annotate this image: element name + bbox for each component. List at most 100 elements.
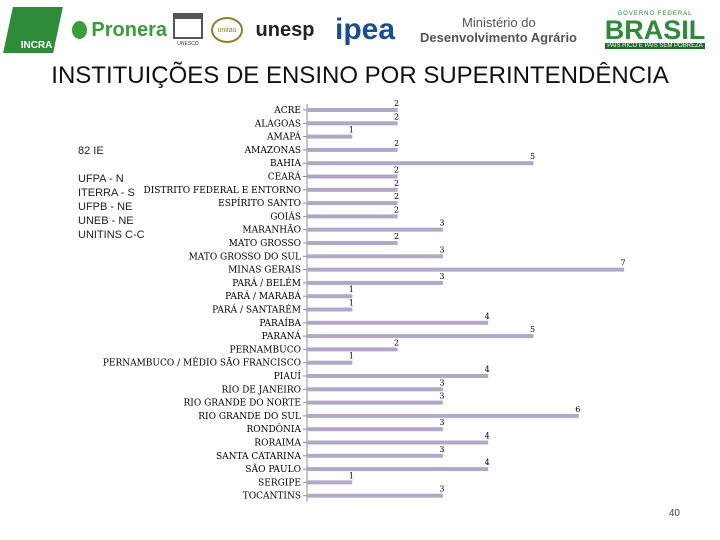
category-label: SERGIPE — [258, 478, 301, 488]
bar — [307, 241, 398, 245]
value-label: 2 — [394, 179, 399, 188]
bar — [307, 427, 443, 432]
bar — [307, 387, 443, 392]
category-label: MATO GROSSO — [229, 239, 301, 249]
value-label: 1 — [349, 352, 354, 361]
bar — [307, 214, 398, 219]
bar — [307, 174, 398, 179]
category-label: CEARÁ — [268, 171, 302, 183]
category-label: RONDÔNIA — [246, 423, 301, 435]
bar — [307, 480, 353, 485]
value-label: 3 — [439, 485, 444, 494]
category-label: BAHIA — [270, 159, 302, 169]
category-label: SANTA CATARINA — [216, 452, 302, 462]
mda-logo-line2: Desenvolvimento Agrário — [420, 30, 578, 45]
category-label: PARANÁ — [262, 330, 302, 342]
category-label: ACRE — [273, 106, 301, 116]
category-label: PARÁ / BELÉM — [232, 277, 301, 289]
value-label: 2 — [394, 232, 399, 241]
unesco-logo-text: UNESCO — [177, 41, 199, 47]
value-label: 4 — [485, 432, 490, 441]
bar — [307, 413, 579, 418]
pronera-mark-icon — [72, 21, 88, 39]
value-label: 2 — [394, 112, 399, 121]
pronera-logo-text: Pronera — [91, 18, 167, 41]
value-label: 3 — [439, 219, 444, 228]
value-label: 3 — [439, 272, 444, 281]
value-label: 2 — [394, 338, 399, 347]
value-label: 2 — [394, 205, 399, 214]
institution-count: 82 IE — [78, 145, 104, 157]
category-label: ESPÍRITO SANTO — [218, 197, 301, 209]
value-label: 3 — [439, 245, 444, 254]
ipea-logo: ipea — [322, 6, 408, 54]
logo-bar: INCRA Pronera UNESCO unitau unesp ipea M… — [0, 0, 720, 58]
bar — [307, 187, 398, 192]
value-label: 3 — [439, 392, 444, 401]
value-label: 2 — [394, 192, 399, 201]
institution-list-item: UNEB - NE — [78, 215, 134, 227]
category-label: RORAIMA — [254, 439, 301, 449]
category-label: AMAPÁ — [266, 131, 301, 143]
bar — [307, 294, 353, 299]
institution-list-item: UNITINS C-C — [78, 229, 145, 241]
ipea-logo-text: ipea — [334, 13, 396, 46]
bar — [307, 280, 443, 285]
category-label: GOIÁS — [270, 210, 301, 222]
bar — [307, 161, 534, 166]
category-label: ALAGOAS — [254, 119, 301, 129]
bar — [307, 374, 489, 378]
unitau-logo: unitau — [206, 6, 248, 54]
unesco-logo: UNESCO — [168, 6, 208, 54]
value-label: 5 — [530, 152, 535, 161]
value-label: 6 — [575, 405, 580, 414]
value-label: 2 — [394, 99, 399, 108]
value-label: 2 — [394, 139, 399, 148]
category-label: DISTRITO FEDERAL E ENTORNO — [143, 186, 301, 196]
category-label: RIO DE JANEIRO — [222, 385, 301, 395]
category-label: PARAÍBA — [259, 317, 301, 329]
governo-federal-text: GOVERNO FEDERAL — [617, 11, 693, 17]
category-label: PERNAMBUCO — [230, 345, 301, 355]
category-label: TOCANTINS — [243, 492, 301, 502]
value-label: 3 — [439, 445, 444, 454]
institution-list: UFPA - N ITERRA - S UFPB - NE UNEB - NE … — [78, 172, 145, 242]
governo-federal-logo: GOVERNO FEDERAL BRASIL PAÍS RICO É PAÍS … — [596, 6, 714, 54]
bar — [307, 201, 398, 206]
value-label: 4 — [485, 458, 490, 467]
unesp-logo-text: unesp — [255, 18, 315, 41]
bar — [307, 320, 489, 325]
category-label: AMAZONAS — [244, 146, 301, 156]
bar — [307, 121, 398, 126]
value-label: 1 — [349, 471, 354, 480]
category-label: SÃO PAULO — [245, 463, 301, 475]
institution-list-item: UFPA - N — [78, 173, 124, 185]
mda-logo-line1: Ministério do — [462, 15, 536, 30]
value-label: 2 — [394, 166, 399, 175]
bar — [307, 493, 443, 498]
category-label: RIO GRANDE DO SUL — [198, 412, 301, 422]
brasil-tagline: PAÍS RICO É PAÍS SEM POBREZA — [605, 43, 705, 49]
bar — [307, 267, 625, 272]
category-label: RIO GRANDE DO NORTE — [184, 399, 301, 409]
bar — [307, 307, 353, 312]
unitau-seal-icon: unitau — [211, 17, 243, 43]
bar — [307, 254, 443, 259]
value-label: 3 — [439, 378, 444, 387]
value-label: 1 — [349, 299, 354, 308]
value-label: 4 — [485, 312, 490, 321]
page-title: INSTITUIÇÕES DE ENSINO POR SUPERINTENDÊN… — [51, 62, 669, 89]
bar — [307, 400, 443, 405]
bar — [307, 440, 489, 445]
category-label: MINAS GERAIS — [228, 266, 301, 276]
category-label: PARÁ / MARABÁ — [225, 290, 301, 302]
mda-logo: Ministério do Desenvolvimento Agrário — [420, 6, 580, 54]
unesco-temple-icon — [173, 13, 203, 39]
bar — [307, 134, 353, 139]
bar — [307, 453, 443, 458]
unesp-logo: unesp — [250, 6, 320, 54]
unitau-logo-text: unitau — [217, 26, 237, 34]
page-number: 40 — [668, 508, 680, 519]
institution-list-item: ITERRA - S — [78, 187, 135, 199]
